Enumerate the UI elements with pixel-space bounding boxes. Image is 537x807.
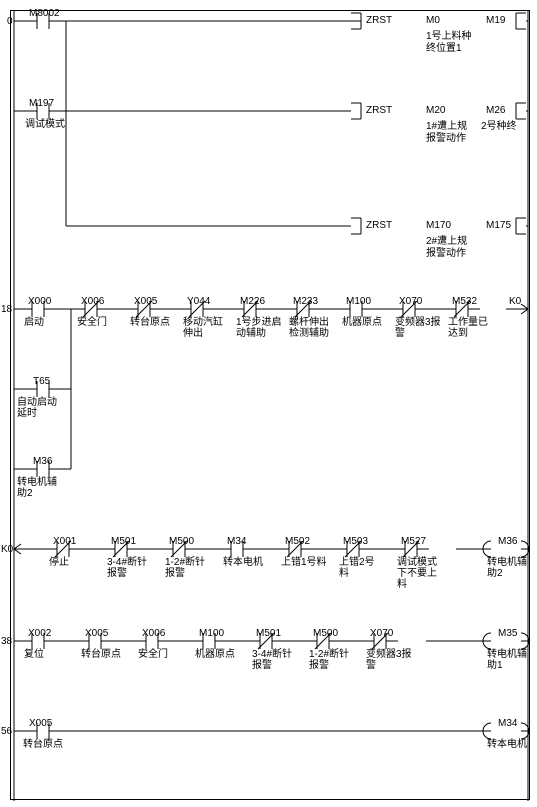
contact-label: 3-4#断针 报警 <box>107 557 147 579</box>
instr: ZRST <box>366 105 392 116</box>
arg: M26 <box>486 105 505 116</box>
contact-label: 移动汽缸 伸出 <box>183 317 223 339</box>
contact-label: Y044 <box>187 296 210 307</box>
contact-label: X005 <box>85 628 108 639</box>
contact-sublabel: 转电机辅 助2 <box>17 477 57 499</box>
contact-label: M233 <box>293 296 318 307</box>
contact-label: M226 <box>240 296 265 307</box>
contact-label: X006 <box>81 296 104 307</box>
coil-label: M36 <box>498 536 517 547</box>
contact-sublabel: 调试模式 <box>25 119 65 130</box>
contact-label: M36 <box>33 456 52 467</box>
contact-label: T65 <box>33 376 50 387</box>
note: 报警动作 <box>426 248 466 259</box>
contact-label: 转台原点 <box>130 317 170 328</box>
contact-label: M100 <box>346 296 371 307</box>
contact-label: 变频器3报 警 <box>366 649 412 671</box>
instr: ZRST <box>366 220 392 231</box>
note: 2号种终 <box>481 121 517 132</box>
output: K0 <box>509 296 521 307</box>
contact-label: 螺杆伸出 检测辅助 <box>289 317 329 339</box>
contact-label: 机器原点 <box>342 317 382 328</box>
contact-sublabel: 转台原点 <box>23 739 63 750</box>
contact-label: 1-2#断针 报警 <box>309 649 349 671</box>
coil-label: M35 <box>498 628 517 639</box>
contact-label: 调试模式 下不要上 料 <box>397 557 437 590</box>
arg: M19 <box>486 15 505 26</box>
contact-label: X006 <box>142 628 165 639</box>
contact-label: 1-2#断针 报警 <box>165 557 205 579</box>
note: 终位置1 <box>426 43 462 54</box>
contact-sublabel: 自动启动 延时 <box>17 397 57 419</box>
note: 1#遭上规 <box>426 121 467 132</box>
contact-label: 机器原点 <box>195 649 235 660</box>
contact-label: M34 <box>227 536 246 547</box>
coil-sublabel: 转电机辅 助1 <box>487 649 527 671</box>
contact-label: M500 <box>169 536 194 547</box>
contact-label: M502 <box>285 536 310 547</box>
contact-label: M532 <box>452 296 477 307</box>
contact-label: 转本电机 <box>223 557 263 568</box>
contact-label: 上错1号料 <box>281 557 327 568</box>
contact-label: X070 <box>370 628 393 639</box>
arg: M175 <box>486 220 511 231</box>
arg: M20 <box>426 105 445 116</box>
contact-label: M197 <box>29 98 54 109</box>
contact-label: M100 <box>199 628 224 639</box>
contact-label: 停止 <box>49 557 69 568</box>
coil-sublabel: 转电机辅 助2 <box>487 557 527 579</box>
contact-label: 启动 <box>24 317 44 328</box>
contact-label: X002 <box>28 628 51 639</box>
contact-label: 复位 <box>24 649 44 660</box>
contact-label: 1号步进启 动辅助 <box>236 317 282 339</box>
contact-label: X070 <box>399 296 422 307</box>
contact-label: 工作量已 达到 <box>448 317 488 339</box>
instr: ZRST <box>366 15 392 26</box>
contact-label: 上错2号 料 <box>339 557 375 579</box>
contact-label: 3-4#断针 报警 <box>252 649 292 671</box>
contact-label: X001 <box>53 536 76 547</box>
ladder-canvas: 0 18 K0 38 56 <box>10 10 530 800</box>
contact-label: M500 <box>313 628 338 639</box>
contact-label: M501 <box>111 536 136 547</box>
contact-label: 安全门 <box>138 649 168 660</box>
contact-label: M503 <box>343 536 368 547</box>
coil-sublabel: 转本电机 <box>487 739 527 750</box>
contact-label: 安全门 <box>77 317 107 328</box>
contact-label: M8002 <box>29 8 60 19</box>
contact-label: 变频器3报 警 <box>395 317 441 339</box>
arg: M170 <box>426 220 451 231</box>
contact-label: X005 <box>29 718 52 729</box>
note: 2#遭上规 <box>426 236 467 247</box>
contact-label: X005 <box>134 296 157 307</box>
contact-label: X000 <box>28 296 51 307</box>
coil-label: M34 <box>498 718 517 729</box>
note: 报警动作 <box>426 133 466 144</box>
note: 1号上料种 <box>426 31 472 42</box>
contact-label: M527 <box>401 536 426 547</box>
arg: M0 <box>426 15 440 26</box>
contact-label: 转台原点 <box>81 649 121 660</box>
contact-label: M501 <box>256 628 281 639</box>
